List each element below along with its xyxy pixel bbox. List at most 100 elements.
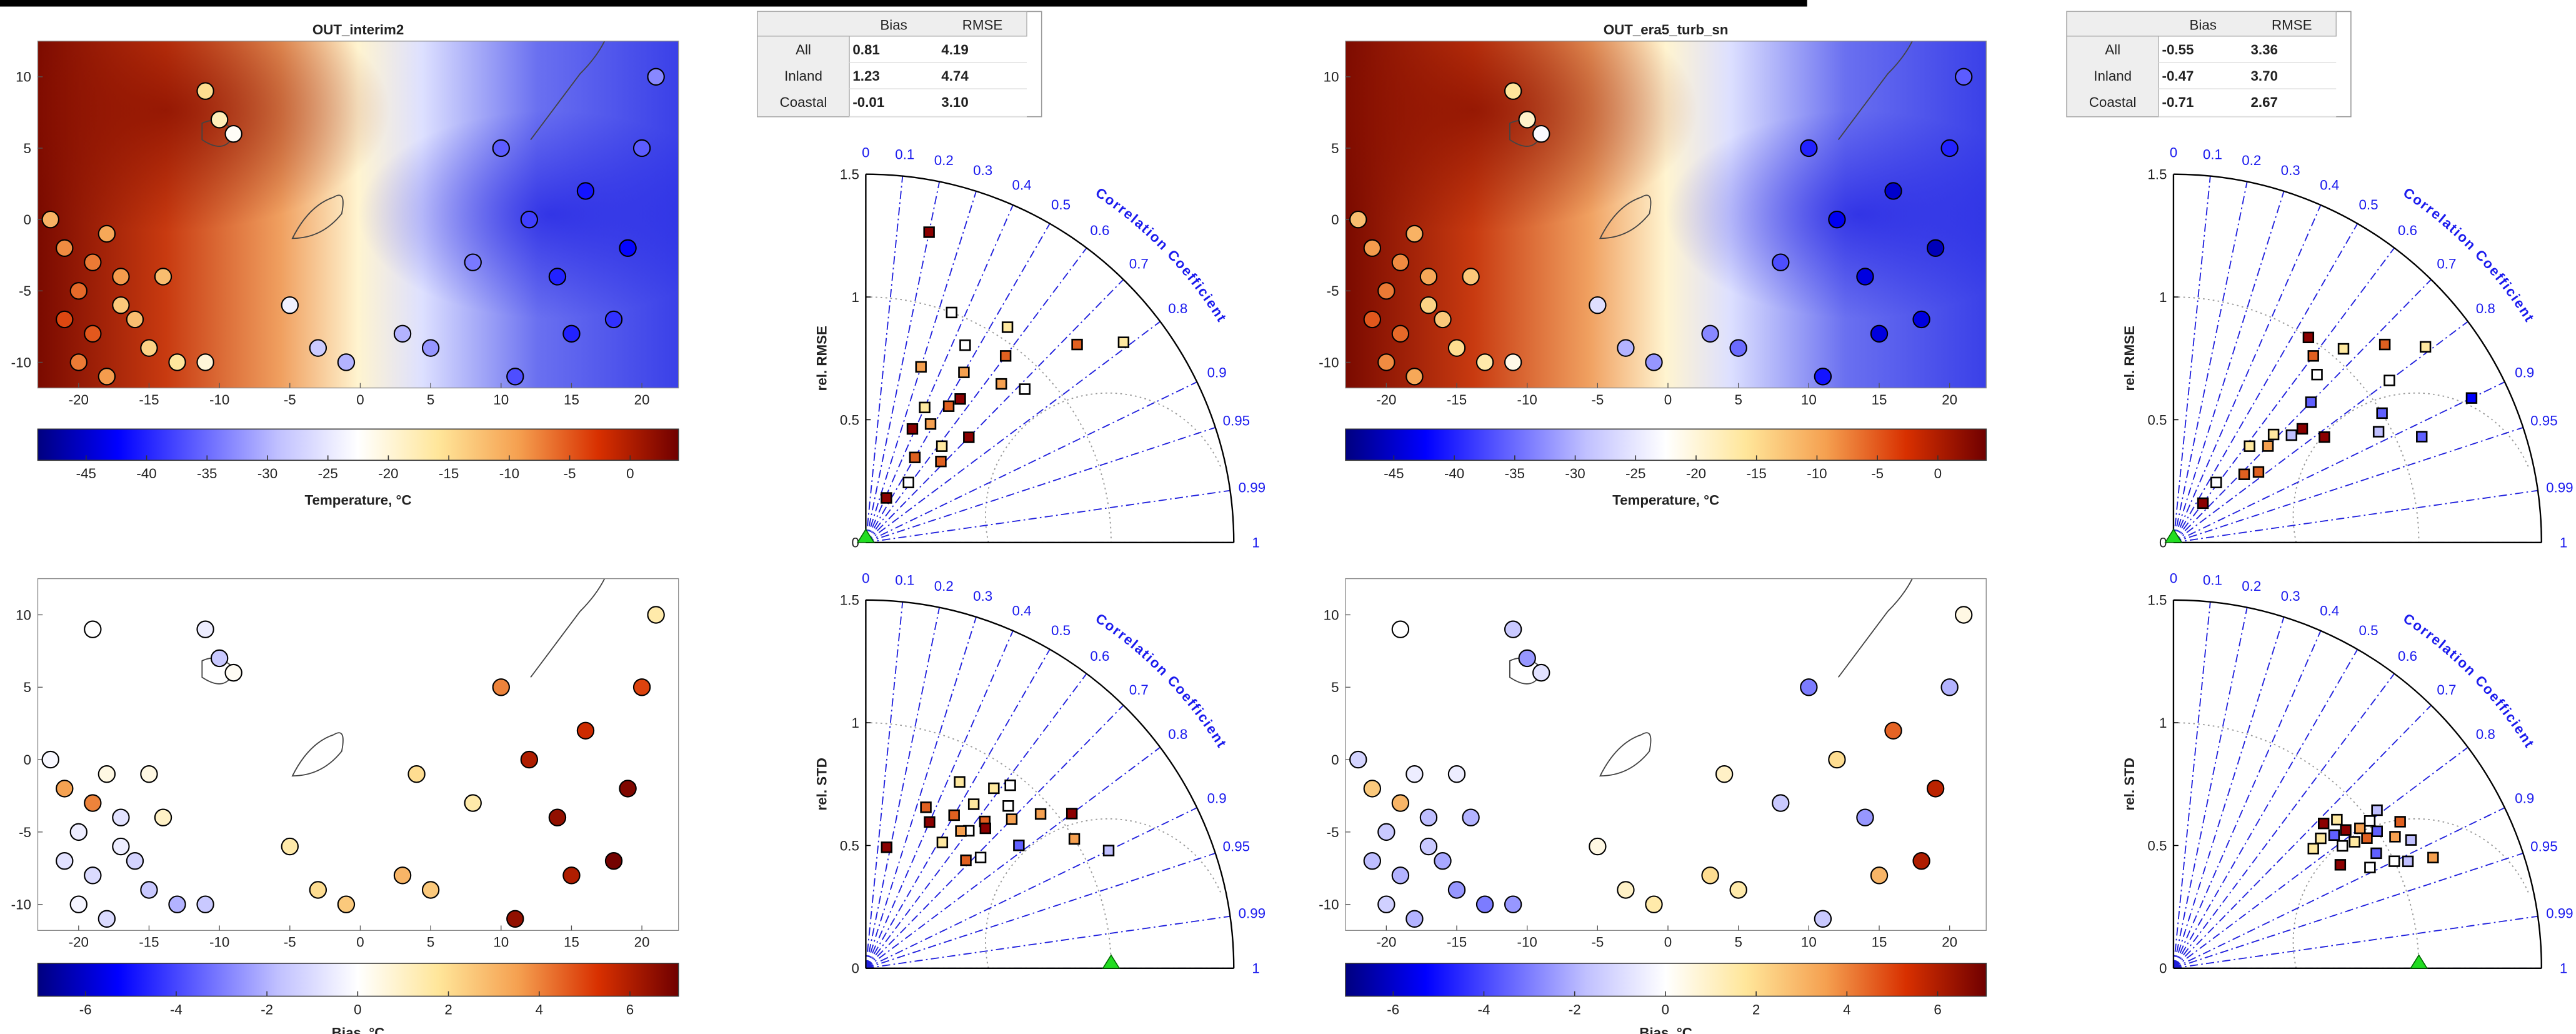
station (1942, 140, 1958, 156)
table-cell: 3.36 (2250, 42, 2277, 58)
station (1364, 780, 1380, 796)
corr-tick-label: 0.5 (1051, 197, 1071, 213)
corr-tick-label: 0.8 (1168, 301, 1187, 316)
colorbar-tick-label: -45 (1384, 466, 1404, 481)
taylor-point (976, 853, 986, 863)
colorbar-tick-label: -30 (1565, 466, 1585, 481)
colorbar-tick-label: 4 (536, 1001, 543, 1017)
table-cell: 4.19 (941, 42, 968, 58)
corr-tick-label: 1 (1252, 535, 1259, 551)
station (112, 297, 129, 313)
table-cell: 2.67 (2250, 94, 2277, 110)
taylor-point (2312, 369, 2322, 379)
corr-tick-label: 0.1 (2203, 146, 2222, 162)
table-row-label: All (2105, 42, 2120, 58)
taylor-point (2329, 830, 2339, 840)
x-tick-label: 5 (1734, 392, 1742, 408)
station (1449, 881, 1465, 898)
y-tick-label: -5 (19, 283, 31, 299)
station (310, 881, 326, 898)
station (99, 226, 115, 242)
station (71, 824, 87, 840)
table-row-label: Coastal (780, 94, 827, 110)
corr-tick-label: 0.8 (2476, 301, 2495, 316)
colorbar-tick-label: -20 (378, 466, 398, 481)
taylor-point (2341, 825, 2351, 835)
corr-tick-label: 0.2 (2242, 153, 2261, 168)
station (1519, 650, 1535, 666)
taylor-point (926, 419, 936, 429)
station (42, 751, 59, 768)
map-frame (1345, 579, 1986, 931)
reference-point (857, 530, 874, 543)
taylor-point (925, 817, 935, 827)
reference-point (2165, 530, 2182, 543)
corr-tick-label: 0.95 (2530, 839, 2557, 855)
station (71, 283, 87, 299)
corr-line (866, 916, 1230, 968)
x-tick-label: -5 (1591, 392, 1604, 408)
corr-tick-label: 0 (862, 144, 869, 160)
taylor-point (2337, 841, 2347, 851)
top-bar (0, 0, 1807, 7)
corr-tick-label: 0.1 (895, 572, 914, 588)
corr-tick-label: 0 (2170, 144, 2177, 160)
corr-line (2174, 176, 2210, 543)
station (619, 240, 636, 256)
taylor-point (1004, 801, 1014, 811)
colorbar-tick-label: -5 (564, 466, 576, 481)
taylor-point (1014, 840, 1024, 850)
corr-line (2174, 602, 2210, 968)
taylor-point (2245, 441, 2255, 451)
corr-tick-label: 0.7 (1129, 682, 1149, 698)
y-tick-label: -10 (1319, 897, 1339, 913)
station (648, 606, 664, 623)
table-cell: -0.55 (2162, 42, 2194, 58)
y-tick-label: -10 (11, 897, 31, 913)
station (577, 183, 594, 199)
colorbar-label: Bias, °C (332, 1025, 385, 1034)
corr-line (866, 248, 1086, 543)
station (310, 339, 326, 356)
station (1477, 896, 1493, 913)
y-axis-label: rel. STD (814, 758, 829, 810)
x-tick-label: 0 (1664, 392, 1672, 408)
station (127, 311, 143, 328)
station (1519, 111, 1535, 128)
station (112, 268, 129, 284)
station (56, 311, 72, 328)
station (606, 853, 622, 869)
station (338, 354, 354, 370)
colorbar-tick-label: -40 (136, 466, 156, 481)
taylor-point (989, 783, 999, 793)
taylor-point (2372, 805, 2382, 815)
taylor-point (2389, 856, 2399, 866)
station (1462, 810, 1479, 826)
corr-line (2174, 224, 2357, 543)
station (155, 810, 171, 826)
x-tick-label: 10 (493, 935, 509, 950)
taylor-point (2319, 432, 2329, 442)
taylor-point (2403, 856, 2413, 866)
station (1645, 354, 1662, 370)
figure: OUT_interim2-20-15-10-5051015201050-5-10… (0, 0, 2576, 1034)
station (1364, 853, 1380, 869)
colorbar-tick-label: -25 (318, 466, 338, 481)
taylor-point (2287, 430, 2297, 440)
colorbar-label: Bias, °C (1639, 1025, 1692, 1034)
x-tick-label: -10 (209, 392, 229, 408)
station (1350, 751, 1366, 768)
map-field (37, 41, 678, 388)
station (84, 867, 101, 883)
station (1702, 326, 1718, 342)
station (1392, 621, 1409, 638)
station (1392, 867, 1409, 883)
corr-line (2174, 617, 2284, 968)
colorbar-tick-label: -10 (499, 466, 519, 481)
station (127, 853, 143, 869)
station (197, 83, 213, 99)
colorbar-tick-label: -6 (1387, 1001, 1399, 1017)
station (1449, 339, 1465, 356)
taylor-point (910, 453, 920, 463)
taylor-point (2239, 469, 2249, 479)
